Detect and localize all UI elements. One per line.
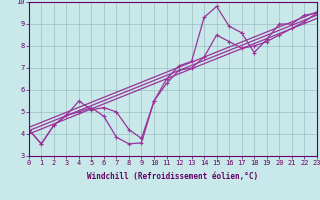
X-axis label: Windchill (Refroidissement éolien,°C): Windchill (Refroidissement éolien,°C): [87, 172, 258, 181]
